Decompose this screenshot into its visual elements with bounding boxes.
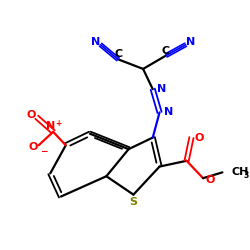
Text: 3: 3 (244, 171, 249, 180)
Text: CH: CH (231, 168, 248, 177)
Text: C: C (161, 46, 170, 56)
Text: N: N (186, 37, 195, 47)
Text: N: N (157, 84, 166, 94)
Text: O: O (194, 132, 204, 142)
Text: +: + (55, 118, 61, 128)
Text: N: N (91, 37, 100, 47)
Text: O: O (28, 142, 38, 152)
Text: N: N (164, 108, 173, 118)
Text: −: − (40, 146, 47, 156)
Text: C: C (115, 50, 123, 59)
Text: S: S (130, 197, 138, 207)
Text: O: O (26, 110, 36, 120)
Text: N: N (46, 121, 55, 131)
Text: O: O (205, 175, 214, 185)
